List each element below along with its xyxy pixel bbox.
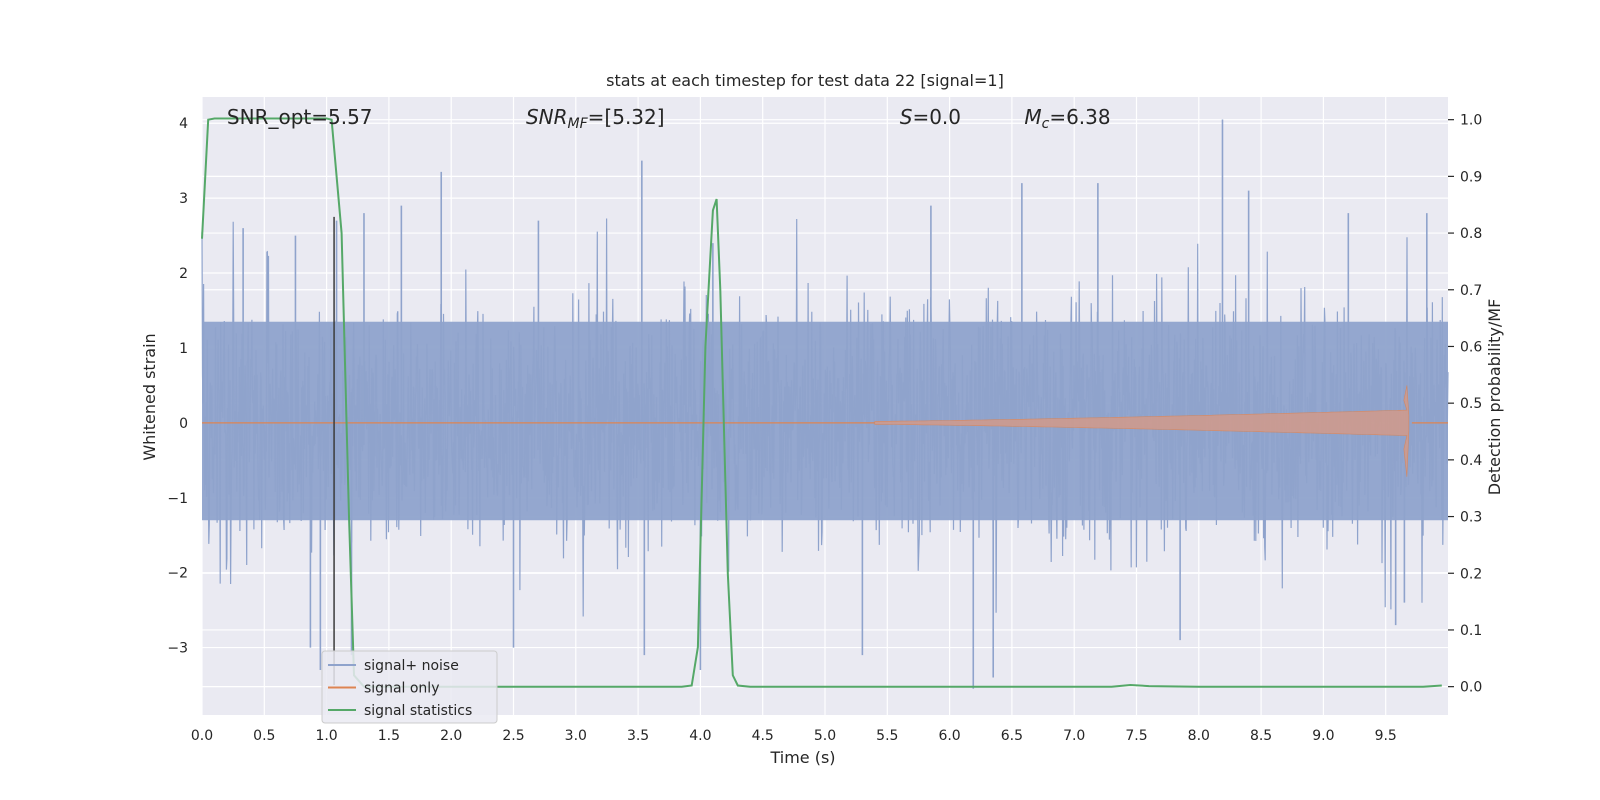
x-tick-label: 9.0 — [1312, 728, 1334, 744]
y-axis-right-label: Detection probability/MF — [1485, 299, 1504, 496]
legend: signal+ noise signal only signal statistic… — [321, 650, 498, 724]
x-tick-label: 2.5 — [502, 728, 524, 744]
annotations: SNR_opt=5.57 SNRMF=[5.32] S=0.0 Mc=6.38 — [227, 105, 1111, 132]
x-tick-label: 3.5 — [627, 728, 649, 744]
x-tick-label: 8.5 — [1250, 728, 1272, 744]
y-left-tick-label: −2 — [167, 566, 188, 582]
x-axis-label: Time (s) — [769, 748, 835, 767]
x-tick-label: 4.0 — [689, 728, 711, 744]
chart-title: stats at each timestep for test data 22 … — [606, 71, 1004, 90]
noise-trace — [201, 218, 1449, 617]
y-left-tick-label: −3 — [167, 641, 188, 657]
y-left-tick-label: 2 — [179, 266, 188, 282]
y-left-tick-label: 1 — [179, 341, 188, 357]
y-right-tick-label: 0.5 — [1460, 396, 1482, 412]
y-right-tick-label: 0.0 — [1460, 680, 1482, 696]
y-left-tick-label: 0 — [179, 416, 188, 432]
x-tick-label: 6.0 — [938, 728, 960, 744]
y-right-tick-label: 0.9 — [1460, 169, 1482, 185]
x-tick-label: 3.0 — [565, 728, 587, 744]
legend-entry-label: signal statistics — [364, 703, 472, 719]
y-left-tick-label: −1 — [167, 491, 188, 507]
annotation: SNR_opt=5.57 — [227, 105, 373, 129]
x-tick-label: 7.5 — [1125, 728, 1147, 744]
y-right-tick-label: 0.3 — [1460, 510, 1482, 526]
x-tick-label: 0.5 — [253, 728, 275, 744]
x-axis-ticks: 0.0 0.5 1.0 1.5 2.0 2.5 3.0 3.5 4.0 4.5 5.0 5.5 6.0 6… — [191, 728, 1397, 744]
x-tick-label: 9.5 — [1375, 728, 1397, 744]
y-right-tick-label: 0.7 — [1460, 283, 1482, 299]
legend-entry-label: signal+ noise — [364, 658, 459, 674]
signal-chirp — [874, 385, 1410, 477]
y-right-tick-label: 0.4 — [1460, 453, 1482, 469]
series-signal-only — [202, 385, 1448, 477]
annotation: S=0.0 — [900, 105, 961, 129]
annotation: Mc=6.38 — [1024, 105, 1110, 132]
y-right-tick-label: 0.1 — [1460, 623, 1482, 639]
y-right-tick-label: 0.2 — [1460, 566, 1482, 582]
x-tick-label: 0.0 — [191, 728, 213, 744]
y-axis-left-label: Whitened strain — [140, 333, 159, 460]
x-tick-label: 1.0 — [315, 728, 337, 744]
series-signal-statistics — [201, 117, 1442, 688]
annotation: SNRMF=[5.32] — [526, 105, 665, 132]
x-tick-label: 4.5 — [752, 728, 774, 744]
legend-box — [321, 650, 498, 724]
y-left-tick-label: 4 — [179, 116, 188, 132]
y-axis-left-ticks: −3 −2 −1 0 1 2 3 4 — [167, 116, 188, 656]
y-right-tick-label: 1.0 — [1460, 113, 1482, 129]
legend-entry-label: signal only — [364, 681, 439, 697]
x-tick-label: 5.5 — [876, 728, 898, 744]
y-right-tick-label: 0.8 — [1460, 226, 1482, 242]
x-tick-label: 1.5 — [378, 728, 400, 744]
y-right-tick-label: 0.6 — [1460, 339, 1482, 355]
y-axis-right-ticks: 0.0 0.1 0.2 0.3 0.4 0.5 0.6 0.7 0.8 0.9 1.0 — [1448, 113, 1482, 696]
x-tick-label: 2.0 — [440, 728, 462, 744]
x-tick-label: 5.0 — [814, 728, 836, 744]
x-tick-label: 6.5 — [1001, 728, 1023, 744]
x-tick-label: 7.0 — [1063, 728, 1085, 744]
x-tick-label: 8.0 — [1188, 728, 1210, 744]
statistics-line — [201, 117, 1442, 688]
y-left-tick-label: 3 — [179, 191, 188, 207]
